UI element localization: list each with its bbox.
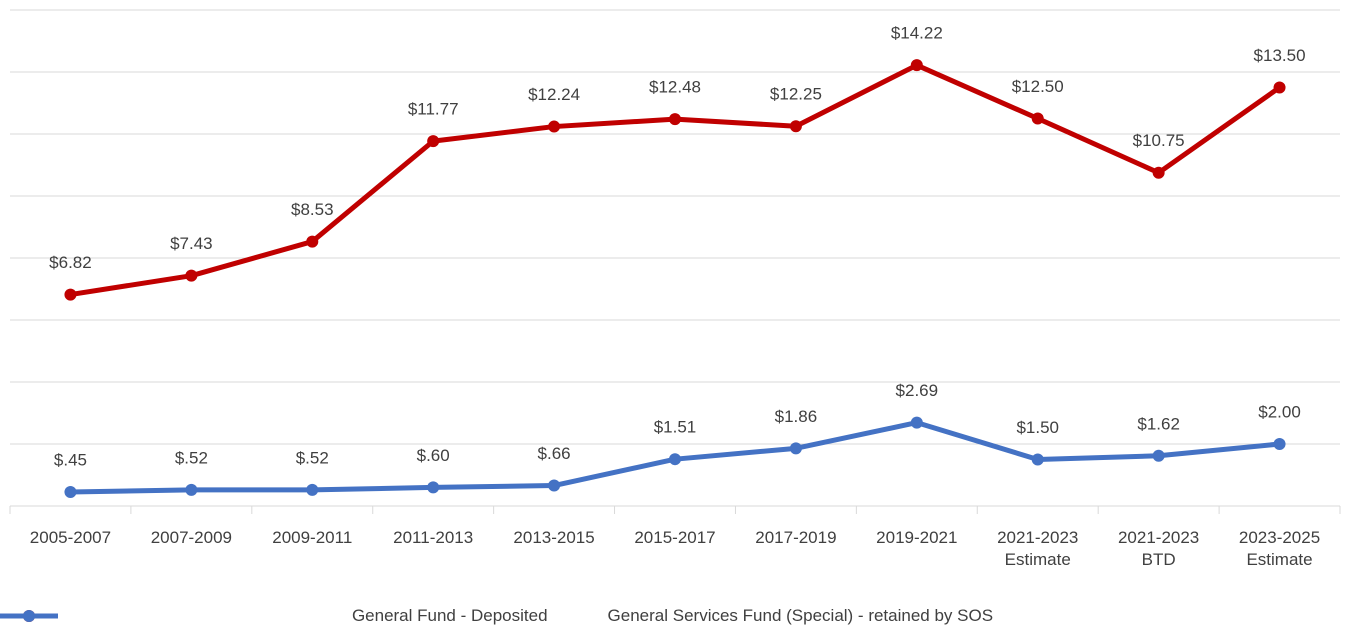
point: [1031, 453, 1044, 466]
x-tick-label: 2021-2023 Estimate: [997, 528, 1079, 569]
point: [910, 59, 923, 72]
x-tick-label: 2009-2011: [272, 528, 353, 547]
legend-item: General Services Fund (Special) - retain…: [0, 606, 994, 626]
point: [1273, 81, 1286, 94]
data-label: $12.25: [770, 85, 822, 104]
point: [427, 481, 440, 494]
point: [910, 416, 923, 429]
data-label: $.66: [538, 444, 571, 463]
point: [548, 479, 561, 492]
point: [669, 453, 681, 466]
data-label: $8.53: [291, 200, 334, 219]
legend: General Fund - Deposited General Services…: [0, 606, 1345, 626]
point: [427, 135, 440, 148]
x-tick-label: 2023-2025 Estimate: [1238, 528, 1321, 569]
data-label: $12.50: [1012, 77, 1064, 96]
point: [1152, 449, 1165, 462]
data-label: $2.00: [1258, 402, 1301, 421]
x-tick-label: 2007-2009: [150, 528, 233, 547]
data-label: $13.50: [1254, 46, 1306, 65]
data-label: $2.69: [896, 381, 939, 400]
legend-label: General Fund - Deposited: [351, 606, 548, 625]
data-label: $11.77: [408, 100, 459, 119]
point: [64, 288, 77, 301]
point: [64, 486, 77, 499]
point: [669, 113, 681, 126]
legend-item: General Fund - Deposited: [0, 606, 548, 626]
point: [306, 483, 319, 496]
data-label: $1.86: [775, 407, 818, 426]
x-tick-label: 2011-2013: [393, 528, 474, 547]
x-tick-label: 2015-2017: [634, 528, 716, 547]
x-tick-label: 2005-2007: [29, 528, 112, 547]
data-label: $.45: [54, 451, 87, 470]
point: [306, 235, 319, 248]
data-label: $12.48: [649, 78, 701, 97]
x-tick-label: 2017-2019: [755, 528, 837, 547]
x-tick-label: 2021-2023 BTD: [1117, 528, 1200, 569]
point: [185, 483, 198, 496]
data-label: $.52: [175, 448, 208, 467]
data-label: $1.50: [1016, 418, 1059, 437]
x-tick-label: 2019-2021: [876, 528, 958, 547]
data-label: $6.82: [49, 253, 92, 272]
data-label: $1.51: [654, 418, 697, 437]
data-label: $.52: [296, 448, 329, 467]
data-label: $.60: [417, 446, 450, 465]
data-label: $1.62: [1137, 414, 1180, 433]
data-label: $10.75: [1133, 131, 1185, 150]
point: [1152, 166, 1165, 179]
point: [789, 120, 802, 133]
point: [1273, 438, 1286, 450]
legend-swatch: [0, 610, 58, 622]
plot: $6.82 $7.43 $8.53 $11.77 $12.24 $12.48 $12.25 $…: [9, 9, 1341, 514]
point: [789, 442, 802, 455]
legend-label: General Services Fund (Special) - retain…: [607, 606, 994, 625]
legend-marker: [23, 610, 35, 622]
x-tick-label: 2013-2015: [513, 528, 595, 547]
point: [185, 269, 198, 282]
point: [548, 120, 561, 133]
point: [1031, 112, 1044, 125]
data-label: $7.43: [170, 234, 213, 253]
data-label: $12.24: [528, 85, 580, 104]
series-line: [70, 62, 1281, 298]
data-label: $14.22: [891, 24, 943, 43]
